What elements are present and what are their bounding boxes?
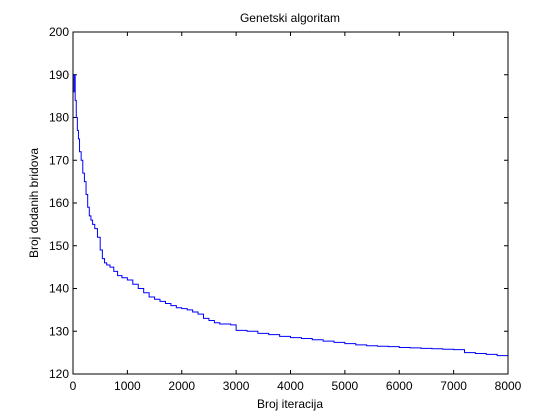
series-layer — [73, 74, 509, 357]
series-line — [73, 74, 509, 357]
x-tick-label: 3000 — [223, 379, 250, 393]
y-tick-label: 140 — [49, 282, 69, 296]
x-tick-label: 7000 — [440, 379, 467, 393]
y-tick-label: 160 — [49, 196, 69, 210]
x-tick-label: 0 — [70, 379, 77, 393]
y-axis-label: Broj dodanih bridova — [27, 148, 41, 258]
y-tick-label: 130 — [49, 324, 69, 338]
axis-ticks: 0 1000 2000 3000 4000 5000 6000 7000 8000 120 130 1… — [49, 25, 522, 393]
x-tick-label: 2000 — [168, 379, 195, 393]
chart-title: Genetski algoritam — [240, 11, 340, 25]
x-tick-label: 8000 — [495, 379, 522, 393]
plot-area-frame — [72, 31, 509, 375]
y-tick-label: 200 — [49, 25, 69, 39]
y-tick-label: 190 — [49, 68, 69, 82]
x-tick-label: 1000 — [114, 379, 141, 393]
y-tick-label: 180 — [49, 111, 69, 125]
x-tick-label: 4000 — [277, 379, 304, 393]
y-tick-label: 150 — [49, 239, 69, 253]
plot-area-background — [73, 32, 508, 374]
y-tick-label: 120 — [49, 367, 69, 381]
y-tick-label: 170 — [49, 153, 69, 167]
x-axis-label: Broj iteracija — [257, 397, 323, 411]
x-tick-label: 5000 — [332, 379, 359, 393]
x-tick-label: 6000 — [386, 379, 413, 393]
